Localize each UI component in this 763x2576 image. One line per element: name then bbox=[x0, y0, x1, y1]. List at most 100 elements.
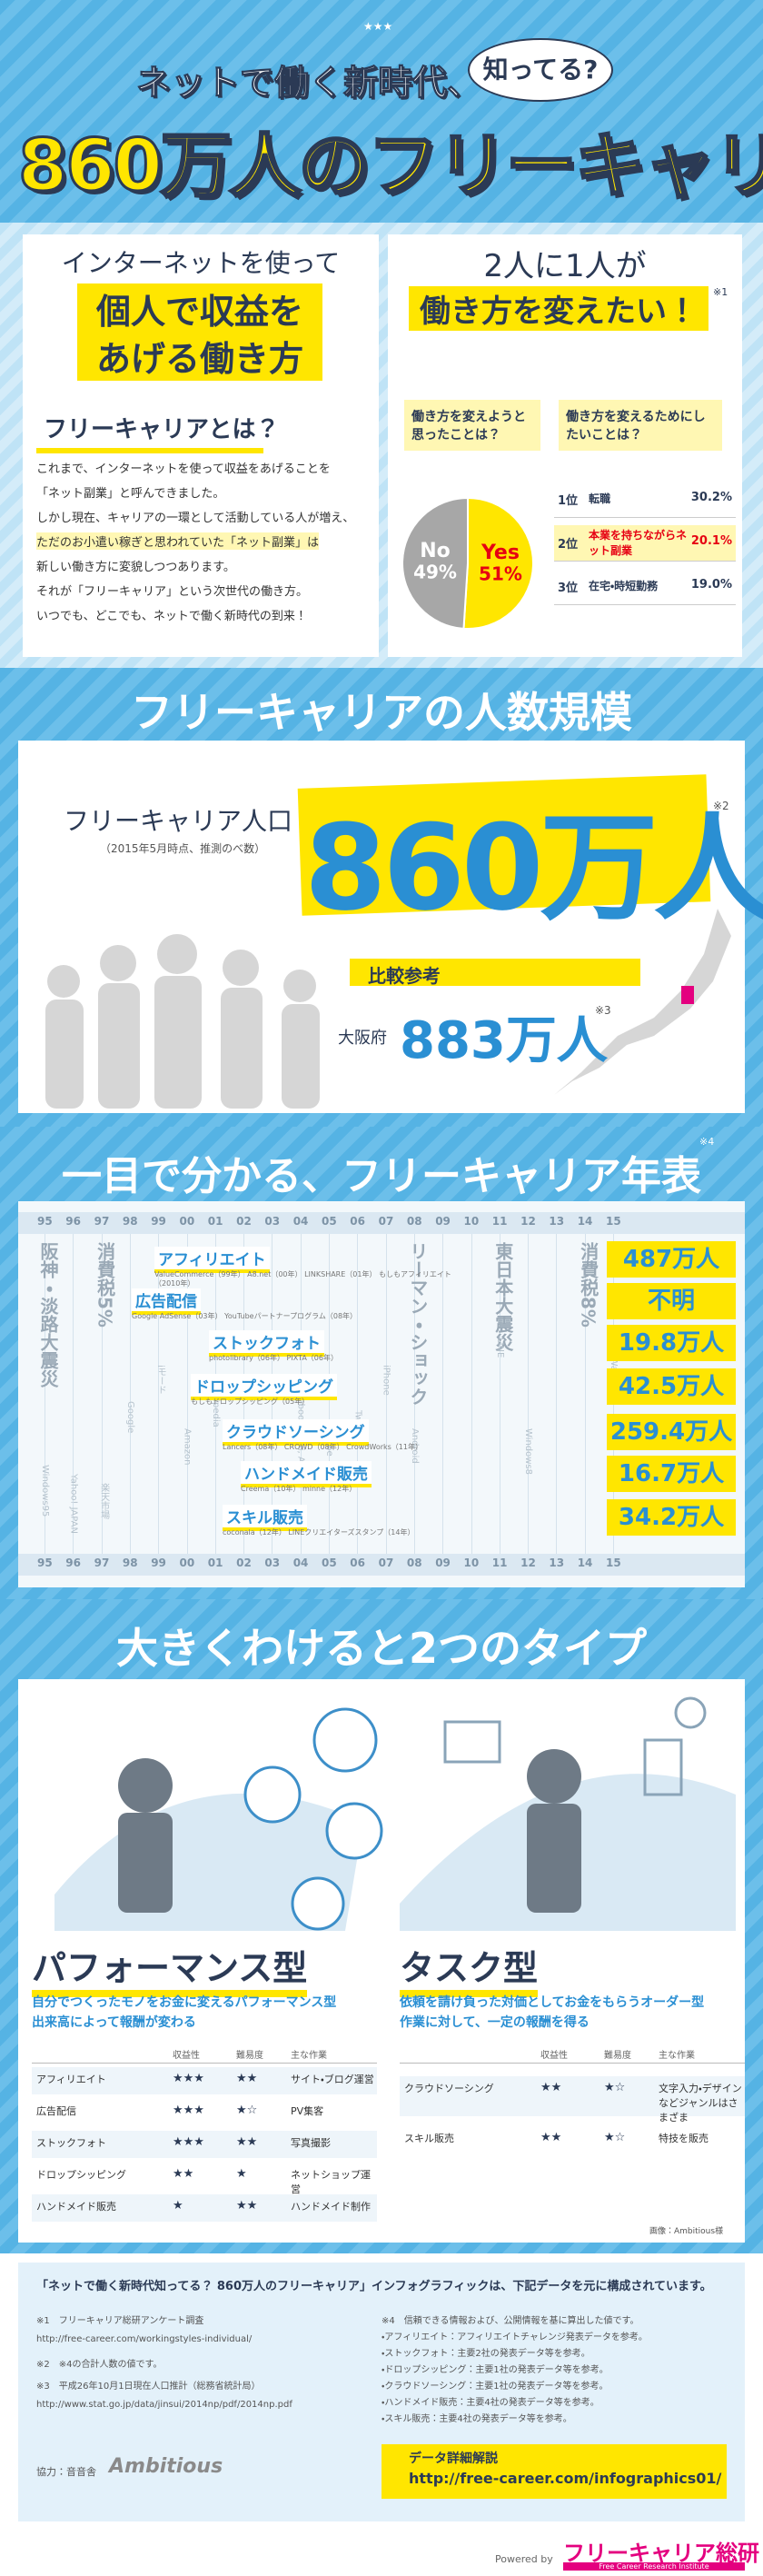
year-column bbox=[556, 1234, 558, 1554]
partner-logo: Ambitious bbox=[109, 2455, 223, 2478]
type-desc: 依頼を請け負った対価としてお金をもらうオーダー型 bbox=[400, 1995, 705, 2010]
osaka-value: 883万人 bbox=[400, 1011, 608, 1070]
title-bubble: 知ってる? bbox=[468, 38, 613, 102]
year-label: 02 bbox=[236, 1215, 252, 1228]
row-stars: ★★ bbox=[540, 2081, 562, 2094]
row-stars: ★★★ bbox=[173, 2135, 204, 2149]
body-line: ただのお小遣い稼ぎと思われていた「ネット副業」は bbox=[36, 532, 319, 550]
event-label: Amazon bbox=[182, 1428, 193, 1466]
event-label: リーマン・ショック bbox=[406, 1242, 429, 1406]
row-stars: ★☆ bbox=[604, 2131, 626, 2144]
count-box: 16.7万人 bbox=[607, 1456, 736, 1492]
type-desc: 作業に対して、一定の報酬を得る bbox=[400, 2015, 590, 2030]
year-label: 07 bbox=[378, 1557, 394, 1569]
year-label: 13 bbox=[549, 1215, 565, 1228]
type-name: パフォーマンス型 bbox=[32, 1940, 308, 1997]
rank-pct: 19.0% bbox=[690, 578, 732, 592]
rank: 1位 bbox=[558, 494, 579, 508]
compare-bar bbox=[350, 959, 640, 986]
section-heading: 大きくわけると2つのタイプ bbox=[115, 1624, 647, 1673]
row-name: スキル販売 bbox=[404, 2133, 454, 2144]
question: 働き方を変えようと思ったことは？ bbox=[404, 400, 540, 451]
body-line: それが「フリーキャリア」という次世代の働き方。 bbox=[36, 585, 309, 599]
year-column bbox=[413, 1234, 415, 1554]
year-label: 09 bbox=[435, 1215, 451, 1228]
category-services: photolibrary（06年） PIXTA（06年） bbox=[209, 1354, 338, 1362]
body-line: いつでも、どこでも、ネットで働く新時代の到来！ bbox=[36, 610, 307, 623]
row-stars: ★★ bbox=[236, 2199, 258, 2213]
brand-sub: Free Career Research Institute bbox=[563, 2562, 745, 2571]
note: ・ストックフォト：主要2社の発表データ等を参考。 bbox=[382, 2349, 590, 2359]
note: ・ドロップシッピング：主要1社の発表データ等を参考。 bbox=[382, 2365, 609, 2375]
credit: 画像：Ambitious様 bbox=[649, 2227, 724, 2236]
event-label: 東日本大震災 bbox=[491, 1242, 514, 1351]
year-label: 09 bbox=[435, 1557, 451, 1569]
link-box bbox=[382, 2444, 727, 2499]
event-label: 消費税5% bbox=[94, 1242, 116, 1328]
rank-pct: 30.2% bbox=[690, 491, 732, 504]
category-name: 広告配信 bbox=[132, 1288, 201, 1315]
type-name: タスク型 bbox=[400, 1940, 539, 1997]
year-label: 06 bbox=[350, 1215, 365, 1228]
survey-heading: 2人に1人が bbox=[483, 248, 647, 284]
table-header: 主な作業 bbox=[659, 2051, 695, 2061]
ranking-row: 3位 在宅・時短勤務 19.0% bbox=[554, 569, 736, 605]
note: http://free-career.com/workingstyles-ind… bbox=[36, 2334, 253, 2344]
note: ※4 信頼できる情報および、公開情報を基に算出した値です。 bbox=[382, 2316, 639, 2326]
count-box: 不明 bbox=[607, 1283, 736, 1319]
row-bg bbox=[400, 2076, 745, 2116]
year-label: 13 bbox=[549, 1557, 565, 1569]
count-box: 487万人 bbox=[607, 1241, 736, 1278]
year-label: 00 bbox=[179, 1557, 195, 1569]
ranking-row: 1位 転職 30.2% bbox=[554, 482, 736, 518]
row-name: ドロップシッピング bbox=[36, 2169, 126, 2181]
category-name: ハンドメイド販売 bbox=[241, 1461, 372, 1487]
table-header: 収益性 bbox=[540, 2051, 568, 2061]
category-services: もしもドロップシッピング（05年） bbox=[191, 1397, 310, 1406]
row-task: 写真撮影 bbox=[291, 2137, 331, 2149]
year-label: 96 bbox=[65, 1215, 81, 1228]
row-stars: ★★★ bbox=[173, 2072, 204, 2085]
year-label: 15 bbox=[606, 1557, 621, 1569]
year-strip bbox=[18, 1212, 745, 1234]
year-label: 05 bbox=[322, 1215, 337, 1228]
note: ・スキル販売：主要4社の発表データ等を参考。 bbox=[382, 2414, 572, 2424]
year-label: 10 bbox=[463, 1215, 480, 1228]
row-name: アフィリエイト bbox=[36, 2074, 106, 2085]
year-label: 12 bbox=[520, 1215, 536, 1228]
survey-heading: 働き方を変えたい！ bbox=[409, 286, 708, 331]
year-label: 08 bbox=[406, 1215, 422, 1228]
event-label: 消費税8% bbox=[577, 1242, 600, 1328]
event-label: Windows8 bbox=[523, 1428, 534, 1476]
event-label: LINE bbox=[494, 1338, 505, 1358]
rank: 2位 bbox=[558, 538, 579, 552]
year-column bbox=[129, 1234, 131, 1554]
row-stars: ★★ bbox=[236, 2135, 258, 2149]
row-bg bbox=[32, 2067, 377, 2094]
note: ※2 ※4の合計人数の値です。 bbox=[36, 2360, 163, 2370]
link-url[interactable]: http://free-career.com/infographics01/ bbox=[409, 2470, 722, 2487]
year-label: 01 bbox=[207, 1557, 223, 1569]
ranking-row: 2位 本業を持ちながらネット副業 20.1% bbox=[554, 525, 736, 562]
row-stars: ★ bbox=[173, 2199, 183, 2213]
category-name: ストックフォト bbox=[209, 1330, 324, 1357]
row-stars: ★ bbox=[236, 2167, 247, 2181]
count-box: 34.2万人 bbox=[607, 1499, 736, 1536]
year-label: 97 bbox=[94, 1557, 110, 1569]
row-task: ハンドメイド制作 bbox=[291, 2201, 371, 2213]
row-stars: ★★ bbox=[173, 2167, 194, 2181]
header-bg bbox=[0, 0, 763, 223]
year-label: 01 bbox=[207, 1215, 223, 1228]
question: 働き方を変えるためにしたいことは？ bbox=[559, 400, 722, 451]
year-label: 95 bbox=[37, 1215, 53, 1228]
note-ref: ※2 bbox=[713, 800, 729, 812]
year-label: 15 bbox=[606, 1215, 621, 1228]
event-label: 楽天市場 bbox=[98, 1483, 109, 1519]
year-column bbox=[158, 1234, 160, 1554]
rank: 3位 bbox=[558, 582, 579, 595]
year-column bbox=[442, 1234, 444, 1554]
year-column bbox=[101, 1234, 103, 1554]
category-services: Lancers（08年） CROWD（08年） CrowdWorks（11年） bbox=[223, 1443, 422, 1451]
year-column bbox=[186, 1234, 188, 1554]
